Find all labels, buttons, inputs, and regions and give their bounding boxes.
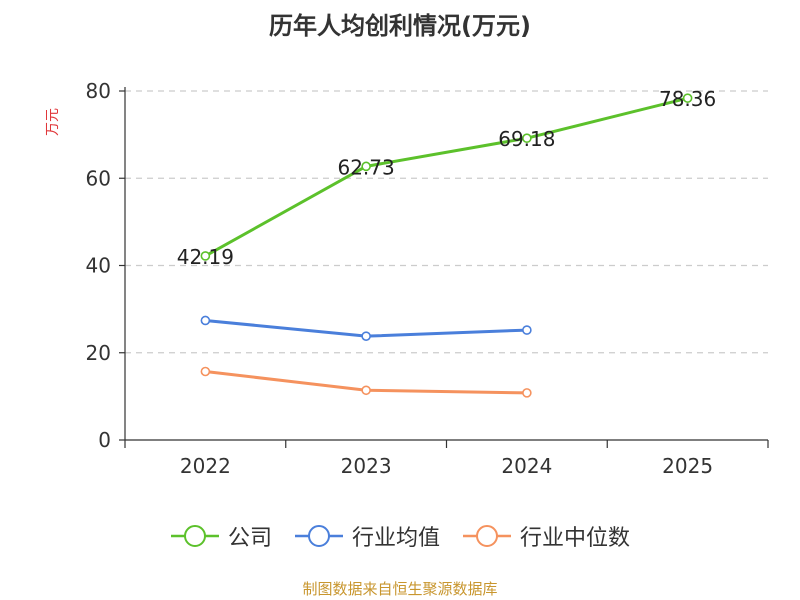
y-tick-label: 40	[86, 254, 111, 278]
source-note: 制图数据来自恒生聚源数据库	[302, 580, 498, 598]
chart-title: 历年人均创利情况(万元)	[269, 12, 531, 40]
data-point	[361, 161, 371, 172]
x-tick-label: 2022	[180, 454, 231, 478]
legend-swatch-icon	[170, 523, 220, 549]
legend-swatch-icon	[294, 523, 344, 549]
y-tick-label: 60	[86, 166, 111, 190]
legend-item[interactable]: 行业均值	[294, 520, 440, 552]
data-label: 69.18	[498, 127, 555, 151]
legend-item[interactable]: 行业中位数	[462, 520, 630, 552]
legend-label: 行业均值	[351, 526, 440, 551]
legend-item[interactable]: 公司	[170, 520, 272, 552]
series-line	[204, 96, 688, 258]
x-tick-label: 2023	[341, 454, 392, 478]
data-point	[200, 366, 211, 377]
data-point	[361, 385, 371, 396]
x-tick-label: 2024	[501, 454, 552, 478]
data-label: 42.19	[177, 245, 234, 269]
data-point	[682, 93, 693, 103]
data-label: 78.36	[659, 87, 716, 111]
data-point	[200, 251, 211, 261]
y-tick-label: 20	[86, 341, 111, 365]
x-tick-label: 2025	[662, 454, 713, 478]
data-point	[522, 325, 532, 335]
data-point	[522, 388, 532, 398]
gridlines	[125, 90, 768, 354]
y-tick-label: 80	[86, 79, 111, 103]
legend-swatch-icon	[462, 523, 512, 549]
y-tick-label: 0	[98, 428, 111, 452]
legend: 公司 行业均值 行业中位数	[0, 520, 800, 552]
data-point	[522, 133, 532, 144]
legend-label: 公司	[227, 526, 272, 551]
series-lines	[200, 93, 693, 398]
data-point	[361, 331, 371, 341]
data-labels: 42.19 62.73 69.18 78.36	[177, 87, 717, 269]
legend-label: 行业中位数	[520, 526, 631, 551]
data-label: 62.73	[337, 155, 394, 179]
axes: 0 20 40 60 80 2022 2023 2024 2025	[86, 79, 769, 478]
data-point	[200, 315, 211, 326]
